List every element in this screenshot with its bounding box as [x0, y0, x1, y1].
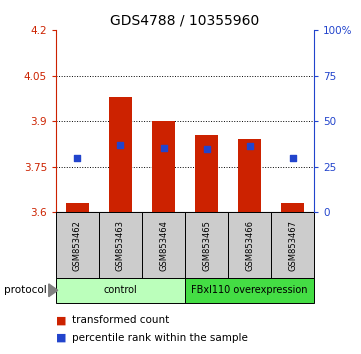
Point: [204, 146, 209, 152]
Text: GSM853465: GSM853465: [202, 220, 211, 270]
Text: GSM853463: GSM853463: [116, 219, 125, 271]
Point: [118, 142, 123, 148]
Point: [161, 145, 166, 151]
Text: protocol: protocol: [4, 285, 46, 295]
Text: GSM853466: GSM853466: [245, 219, 254, 271]
Point: [290, 155, 295, 161]
Bar: [185, 278, 314, 303]
Bar: [142, 212, 185, 278]
Bar: [238, 138, 261, 212]
Title: GDS4788 / 10355960: GDS4788 / 10355960: [110, 13, 260, 28]
Text: ■: ■: [56, 333, 66, 343]
Bar: [56, 212, 99, 278]
Bar: [195, 135, 218, 212]
Text: GSM853464: GSM853464: [159, 220, 168, 270]
Text: GSM853462: GSM853462: [73, 220, 82, 270]
Polygon shape: [49, 284, 58, 297]
Bar: [281, 203, 304, 212]
Bar: [152, 121, 175, 212]
Bar: [99, 212, 142, 278]
Bar: [109, 97, 132, 212]
Text: ■: ■: [56, 315, 66, 325]
Bar: [56, 278, 185, 303]
Text: transformed count: transformed count: [72, 315, 169, 325]
Text: control: control: [104, 285, 137, 295]
Bar: [185, 212, 228, 278]
Bar: [271, 212, 314, 278]
Bar: [228, 212, 271, 278]
Point: [75, 155, 81, 161]
Text: GSM853467: GSM853467: [288, 219, 297, 271]
Bar: [66, 203, 89, 212]
Text: FBxl110 overexpression: FBxl110 overexpression: [191, 285, 308, 295]
Point: [247, 143, 252, 148]
Text: percentile rank within the sample: percentile rank within the sample: [72, 333, 248, 343]
